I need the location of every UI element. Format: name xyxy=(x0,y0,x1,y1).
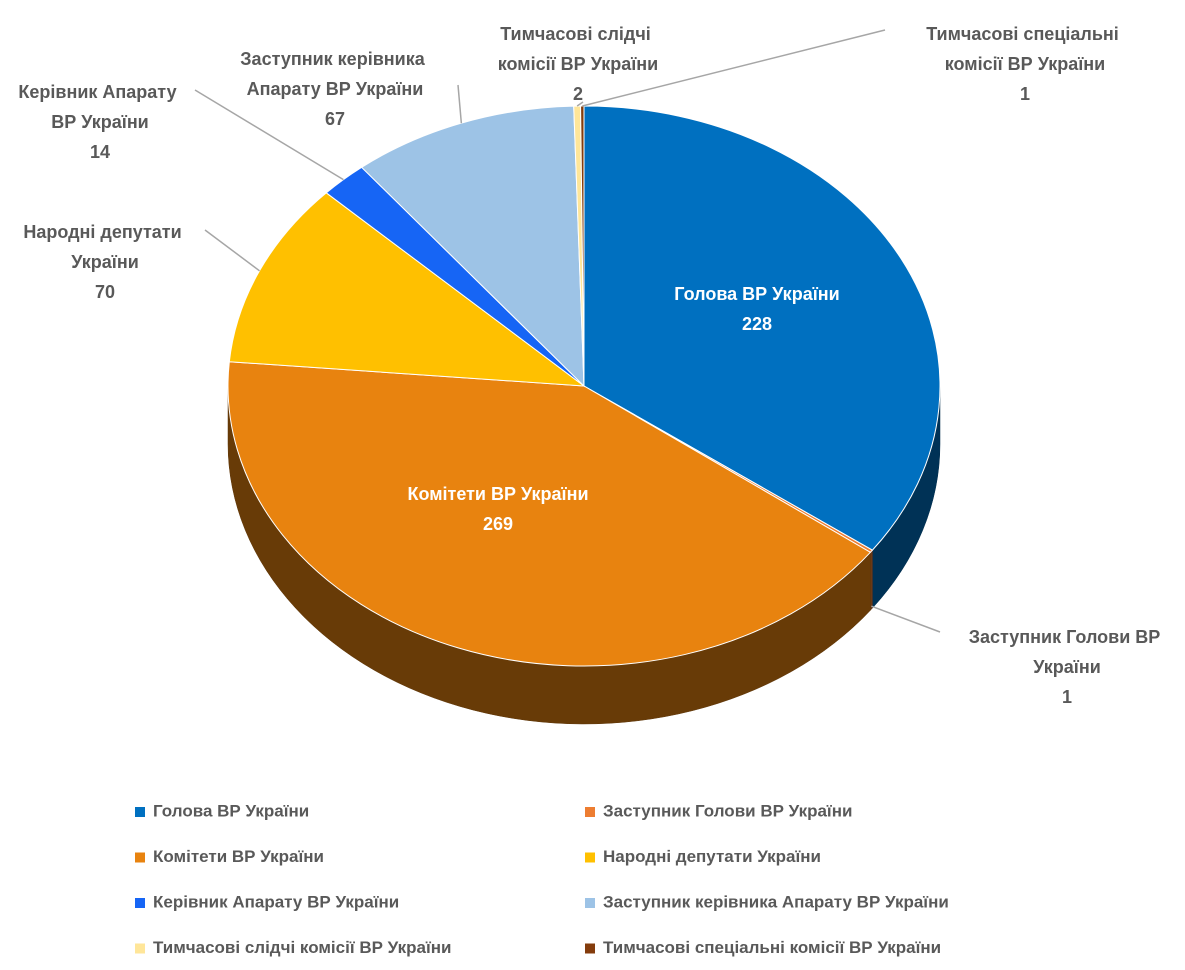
legend-label: Комітети ВР України xyxy=(153,847,324,866)
legend-swatch xyxy=(135,898,145,908)
data-label-name: Керівник Апарату ВР України xyxy=(18,82,181,132)
legend-label: Тимчасові спеціальні комісії ВР України xyxy=(603,938,941,957)
legend-label: Заступник Голови ВР України xyxy=(603,801,852,820)
data-label-name: Народні депутати України xyxy=(23,222,186,272)
data-label-name: Голова ВР України xyxy=(674,284,839,304)
legend-swatch xyxy=(585,943,595,954)
legend-label: Заступник керівника Апарату ВР України xyxy=(603,892,949,911)
legend-swatch xyxy=(585,852,595,863)
pie-slice xyxy=(583,105,941,551)
data-label-value: 70 xyxy=(95,282,115,302)
data-label-value: 1 xyxy=(1020,84,1030,104)
data-label-name: Заступник керівника Апарату ВР України xyxy=(240,49,429,99)
legend-swatch xyxy=(585,807,595,817)
data-label-value: 269 xyxy=(483,514,513,534)
leader-line xyxy=(576,101,584,107)
leader-line xyxy=(582,29,886,107)
leader-line xyxy=(457,84,463,124)
leader-line xyxy=(204,229,260,272)
leader-line xyxy=(194,89,344,181)
pie-side xyxy=(870,549,873,611)
legend-label: Голова ВР України xyxy=(153,801,309,820)
legend-swatch xyxy=(135,943,145,954)
legend-label: Керівник Апарату ВР України xyxy=(153,892,399,911)
data-label-name: Тимчасові слідчі комісії ВР України xyxy=(498,24,658,74)
data-label-name: Комітети ВР України xyxy=(407,484,588,504)
legend-swatch xyxy=(585,898,595,908)
legend-label: Народні депутати України xyxy=(603,847,821,866)
legend-label: Тимчасові слідчі комісії ВР України xyxy=(153,938,451,957)
data-label-name: Заступник Голови ВР України xyxy=(969,627,1166,677)
legend-swatch xyxy=(135,807,145,817)
data-label-value: 2 xyxy=(573,84,583,104)
pie-slice xyxy=(227,361,872,667)
data-label-name: Тимчасові спеціальні комісії ВР України xyxy=(926,24,1124,74)
data-label-value: 67 xyxy=(325,109,345,129)
data-label-value: 228 xyxy=(742,314,772,334)
legend-swatch xyxy=(135,852,145,863)
leader-line xyxy=(871,605,941,633)
data-label-value: 14 xyxy=(90,142,110,162)
pie-slice xyxy=(360,105,585,388)
data-label-value: 1 xyxy=(1062,687,1072,707)
